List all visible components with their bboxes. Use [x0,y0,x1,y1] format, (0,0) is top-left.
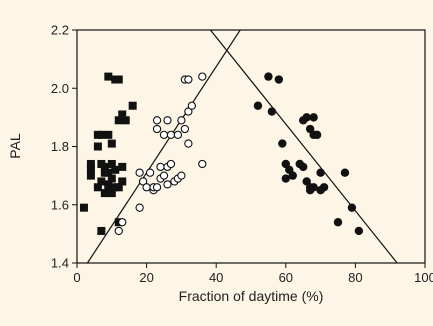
plot-frame [76,29,426,264]
data-point-open-circle [198,159,207,169]
data-point-open-circle [177,116,186,125]
data-point-filled-circle [281,174,290,183]
data-point-square [104,72,113,81]
data-point-filled-circle [264,72,273,81]
y-tick-label: 1.6 [51,197,69,212]
data-point-open-circle [163,180,172,189]
trend-line [86,30,241,263]
data-point-open-circle [159,171,169,180]
data-point-filled-circle [333,218,343,227]
x-tick-label: 20 [139,270,153,285]
data-point-square [100,189,109,198]
data-point-filled-circle [309,113,318,122]
data-point-open-circle [152,116,162,125]
data-point-square [100,162,109,171]
y-axis-title: PAL [7,133,23,159]
data-point-filled-circle [316,168,325,177]
y-tick-label: 1.4 [51,256,69,271]
data-point-filled-circle [299,162,308,172]
data-point-open-circle [114,226,123,236]
data-point-square [104,168,113,177]
data-point-square [97,130,106,139]
data-point-square [107,139,116,148]
data-point-open-circle [180,124,190,134]
data-point-filled-circle [278,139,287,148]
x-tick-label: 60 [279,270,293,285]
data-point-filled-circle [288,171,297,180]
data-point-square [79,203,88,212]
data-point-square [97,177,106,186]
data-point-filled-circle [309,183,318,192]
y-tick-label: 1.8 [51,139,69,154]
data-point-open-circle [159,130,169,139]
data-point-filled-circle [347,203,357,212]
data-point-open-circle [166,159,176,169]
data-point-open-circle [152,124,162,134]
trend-line [209,30,398,263]
data-point-open-circle [135,203,144,212]
x-tick-label: 80 [348,270,362,285]
data-point-square [114,75,123,84]
data-point-square [121,116,130,125]
data-point-open-circle [152,183,162,192]
data-point-open-circle [163,116,172,125]
data-point-filled-circle [274,75,284,84]
data-point-filled-circle [340,168,350,177]
data-point-open-circle [135,168,144,177]
data-point-filled-circle [319,183,329,192]
data-point-filled-circle [253,101,263,110]
data-point-square [118,177,127,186]
data-point-square [97,226,106,235]
data-point-square [86,171,95,180]
data-point-open-circle [173,130,183,139]
data-point-square [118,110,127,119]
data-point-square [118,162,127,171]
y-tick-label: 2.2 [51,23,69,38]
data-point-square [107,174,116,183]
data-point-open-circle [118,218,127,227]
data-point-filled-circle [302,113,311,122]
data-point-square [128,101,137,110]
data-point-open-circle [184,75,193,84]
x-tick-label: 40 [209,270,223,285]
data-point-open-circle [145,168,155,177]
data-point-open-circle [177,171,186,180]
data-point-square [104,130,113,139]
data-point-filled-circle [267,107,277,116]
data-point-square [107,159,116,168]
x-axis-title: Fraction of daytime (%) [179,288,324,304]
data-point-square [107,189,116,198]
data-point-square [86,159,95,168]
data-point-square [114,183,123,192]
data-point-open-circle [198,72,207,81]
x-tick-label: 0 [73,270,80,285]
data-point-square [93,183,102,192]
data-point-square [93,142,102,151]
data-point-square [114,116,123,125]
data-point-open-circle [184,139,193,148]
x-tick-label: 100 [414,270,433,285]
data-point-open-circle [187,101,196,110]
y-tick-label: 2.0 [51,81,69,96]
data-point-square [104,183,113,192]
data-point-open-circle [166,130,176,139]
data-point-filled-circle [312,130,322,140]
data-point-open-circle [142,183,151,192]
data-point-square [86,165,95,174]
data-point-filled-circle [354,226,364,236]
data-point-open-circle [156,162,165,172]
data-point-square [111,165,120,174]
